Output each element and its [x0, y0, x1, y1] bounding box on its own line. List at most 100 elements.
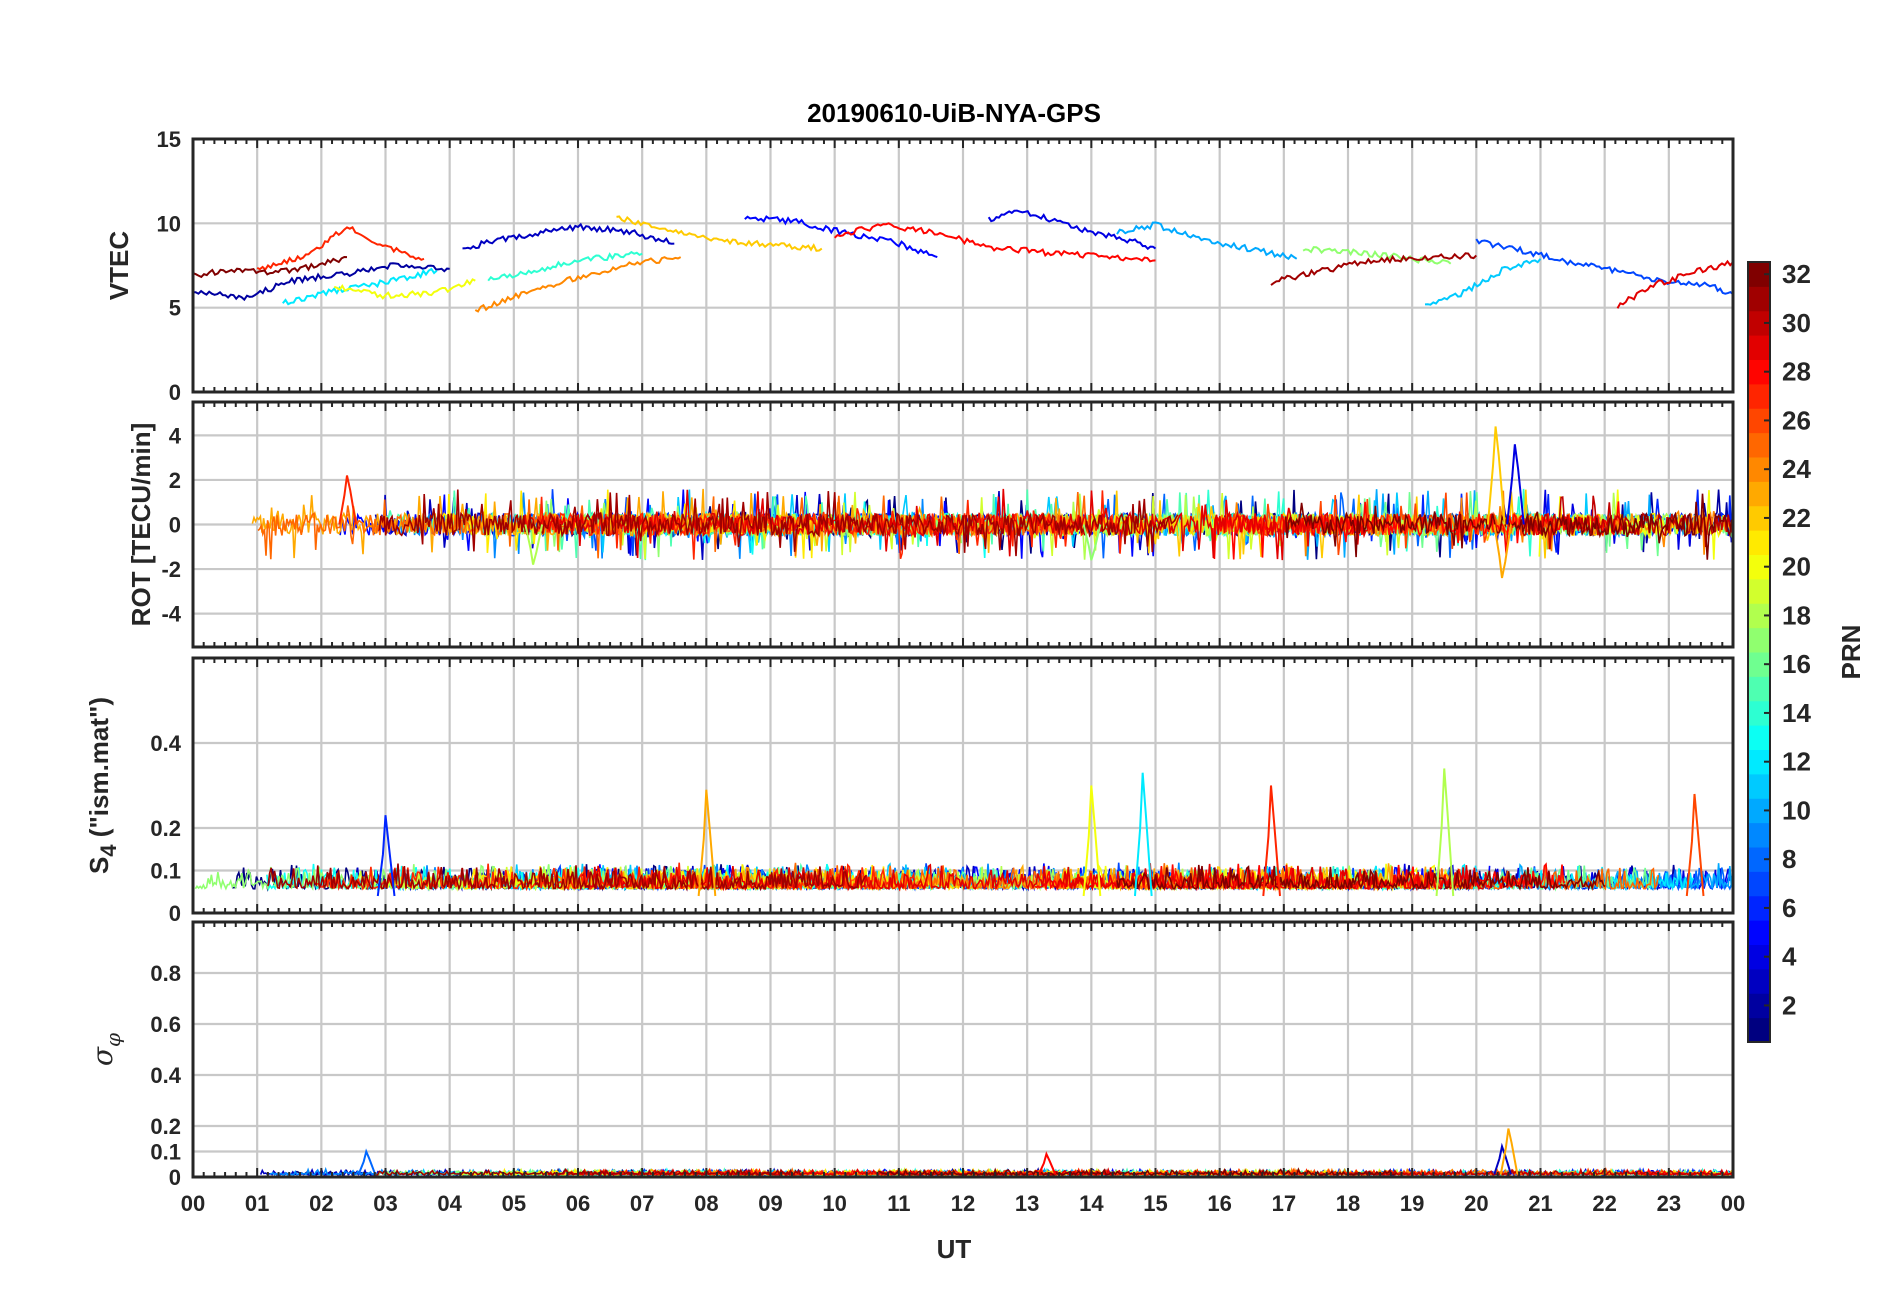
x-tick-label: 19: [1400, 1191, 1424, 1216]
series-prn-31: [1270, 252, 1478, 286]
y-tick-label: 0: [169, 380, 181, 405]
colorbar-tick-label: 18: [1782, 600, 1811, 630]
series-prn-32: [193, 255, 348, 279]
colorbar-swatch: [1748, 359, 1770, 385]
panel-1: 0 5 10 15 VTEC: [104, 127, 1735, 405]
colorbar-swatch: [1748, 798, 1770, 824]
x-tick-label: 11: [887, 1191, 910, 1216]
series-prn-14: [487, 250, 643, 282]
spike-prn-18: [524, 524, 544, 565]
series-prn-3: [462, 222, 675, 250]
series-prn-32: [1284, 493, 1733, 560]
spike-prn-3: [1493, 1142, 1512, 1175]
y-tick-label: 0.1: [150, 859, 181, 884]
series-prn-28: [833, 222, 1156, 263]
colorbar-swatch: [1748, 773, 1770, 799]
x-tick-label: 20: [1464, 1191, 1488, 1216]
chart-title: 20190610-UiB-NYA-GPS: [807, 98, 1101, 128]
x-ticks: [192, 139, 1734, 392]
colorbar-swatch: [1748, 335, 1770, 360]
x-tick-label: 18: [1336, 1191, 1360, 1216]
series-prn-20: [333, 278, 476, 300]
panel-data: [251, 426, 1733, 579]
series-prn-28: [1212, 501, 1623, 560]
colorbar-swatch: [1748, 505, 1770, 531]
colorbar-swatch: [1748, 432, 1770, 458]
y-axis-label: σφ: [86, 1033, 125, 1066]
x-tick-label: 00: [181, 1191, 205, 1216]
series-prn-22: [616, 215, 823, 252]
colorbar-tick-label: 10: [1782, 795, 1811, 825]
series-prn-24: [474, 256, 682, 313]
spike-prn-4: [1506, 444, 1525, 525]
series-prn-17: [1302, 246, 1452, 265]
colorbar-swatch: [1748, 944, 1770, 970]
colorbar-tick-label: 30: [1782, 308, 1811, 338]
colorbar-swatch: [1748, 822, 1770, 848]
x-ticks: [192, 402, 1734, 647]
series-prn-4: [987, 209, 1157, 251]
spike-prn-20: [1082, 785, 1102, 897]
colorbar-swatch: [1748, 310, 1770, 336]
y-tick-label: 0.2: [150, 1114, 181, 1139]
y-axis-label: S4 ("ism.mat"): [84, 697, 121, 874]
colorbar-tick-label: 20: [1782, 552, 1811, 582]
panel-data: [194, 768, 1733, 897]
spike-prn-26: [1685, 793, 1705, 897]
colorbar-tick-label: 12: [1782, 747, 1811, 777]
x-tick-label: 05: [502, 1191, 526, 1216]
colorbar-swatch: [1748, 481, 1770, 507]
colorbar-swatch: [1748, 871, 1770, 897]
colorbar-tick-label: 6: [1782, 893, 1796, 923]
colorbar-swatch: [1748, 383, 1770, 409]
colorbar-swatch: [1748, 993, 1770, 1019]
colorbar-tick-label: 2: [1782, 990, 1796, 1020]
series-prn-31: [376, 1168, 804, 1177]
x-tick-label: 13: [1015, 1191, 1039, 1216]
colorbar-swatch: [1748, 262, 1770, 287]
series-prn-32: [878, 1167, 1397, 1177]
series-prn-32: [1116, 864, 1606, 891]
series-prn-29: [522, 488, 1370, 561]
x-tick-label: 01: [245, 1191, 269, 1216]
panel-4: 00.10.2 0.4 0.6 0.8 σφ 00 01 02 03 04 05 06 07 08 09 10…: [86, 920, 1745, 1216]
spike-prn-8: [357, 1148, 377, 1175]
series-prn-7: [1475, 238, 1733, 295]
spike-prn-17: [1082, 524, 1102, 561]
spike-prn-22: [1486, 426, 1506, 525]
x-tick-label: 12: [951, 1191, 975, 1216]
x-tick-label: 10: [822, 1191, 846, 1216]
colorbar-tick-label: 26: [1782, 405, 1811, 435]
y-axis-label: VTEC: [104, 231, 134, 301]
x-axis-label: UT: [937, 1234, 972, 1264]
x-tick-label: 22: [1592, 1191, 1616, 1216]
colorbar-swatch: [1748, 847, 1770, 872]
series-prn-31: [378, 489, 1179, 557]
colorbar-swatch: [1748, 700, 1770, 726]
spike-prn-28: [1037, 1151, 1057, 1175]
y-tick-label: 0.4: [150, 1063, 181, 1088]
colorbar-frame: [1747, 261, 1771, 1043]
x-tick-label: 23: [1657, 1191, 1681, 1216]
panel-2: -4 -2 0 2 4 ROT [TECU/min]: [126, 400, 1735, 649]
colorbar-swatch: [1748, 578, 1770, 604]
series-prn-5: [744, 215, 938, 259]
series-prn-10: [1116, 221, 1298, 261]
y-tick-label: 0: [169, 901, 181, 926]
spike-prn-18: [1435, 768, 1455, 897]
colorbar-swatch: [1748, 1017, 1770, 1043]
spike-prn-27: [338, 475, 357, 525]
colorbar-swatch: [1748, 408, 1770, 434]
colorbar-swatch: [1748, 652, 1770, 677]
x-tick-label: 03: [373, 1191, 397, 1216]
y-tick-label: 0.4: [150, 731, 181, 756]
spike-prn-23: [1493, 524, 1512, 579]
y-tick-label: -4: [161, 602, 181, 627]
x-ticks: [192, 658, 1734, 913]
x-tick-label: 02: [309, 1191, 333, 1216]
colorbar-label: PRN: [1836, 625, 1866, 680]
x-tick-label: 14: [1079, 1191, 1104, 1216]
